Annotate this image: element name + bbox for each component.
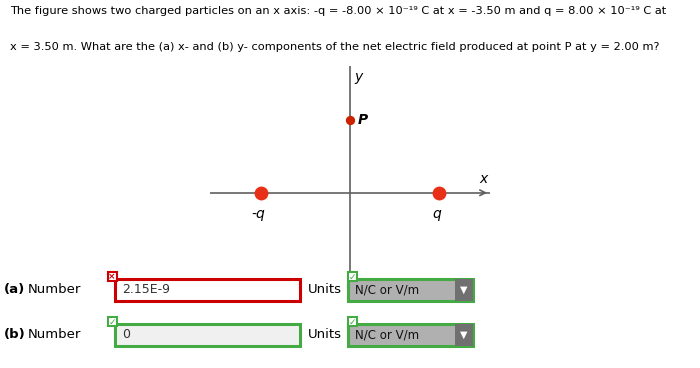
Bar (115, 279, 300, 301)
Text: y: y (355, 70, 363, 84)
Text: The figure shows two charged particles on an x axis: -q = -8.00 × 10⁻¹⁹ C at x =: The figure shows two charged particles o… (10, 6, 666, 15)
Bar (108, 272, 116, 282)
Text: ✓: ✓ (108, 318, 116, 326)
Bar (108, 318, 116, 326)
Text: x = 3.50 m. What are the (a) x- and (b) y- components of the net electric field : x = 3.50 m. What are the (a) x- and (b) … (10, 42, 659, 52)
Text: 2.15E-9: 2.15E-9 (122, 283, 170, 297)
Text: 0: 0 (122, 329, 130, 342)
Bar (348, 324, 473, 346)
Point (433, 190, 444, 196)
Bar (348, 279, 473, 301)
Text: -q: -q (251, 206, 265, 220)
Bar (347, 272, 356, 282)
Text: ▼: ▼ (461, 285, 468, 295)
Text: Units: Units (308, 283, 342, 297)
Text: Units: Units (308, 329, 342, 342)
Bar (347, 318, 356, 326)
Text: q: q (432, 206, 441, 220)
Text: ✓: ✓ (349, 318, 356, 326)
Bar (455, 279, 473, 301)
Text: N/C or V/m: N/C or V/m (355, 283, 419, 297)
Text: (b): (b) (4, 329, 26, 342)
Text: N/C or V/m: N/C or V/m (355, 329, 419, 342)
Bar (455, 324, 473, 346)
Text: x: x (480, 172, 487, 186)
Text: ×: × (108, 272, 116, 282)
Bar (115, 324, 300, 346)
Text: P: P (358, 113, 368, 127)
Text: ✓: ✓ (349, 272, 356, 282)
Point (344, 117, 356, 123)
Text: (a): (a) (4, 283, 25, 297)
Point (256, 190, 267, 196)
Text: Number: Number (28, 283, 81, 297)
Text: ▼: ▼ (461, 330, 468, 340)
Text: Number: Number (28, 329, 81, 342)
